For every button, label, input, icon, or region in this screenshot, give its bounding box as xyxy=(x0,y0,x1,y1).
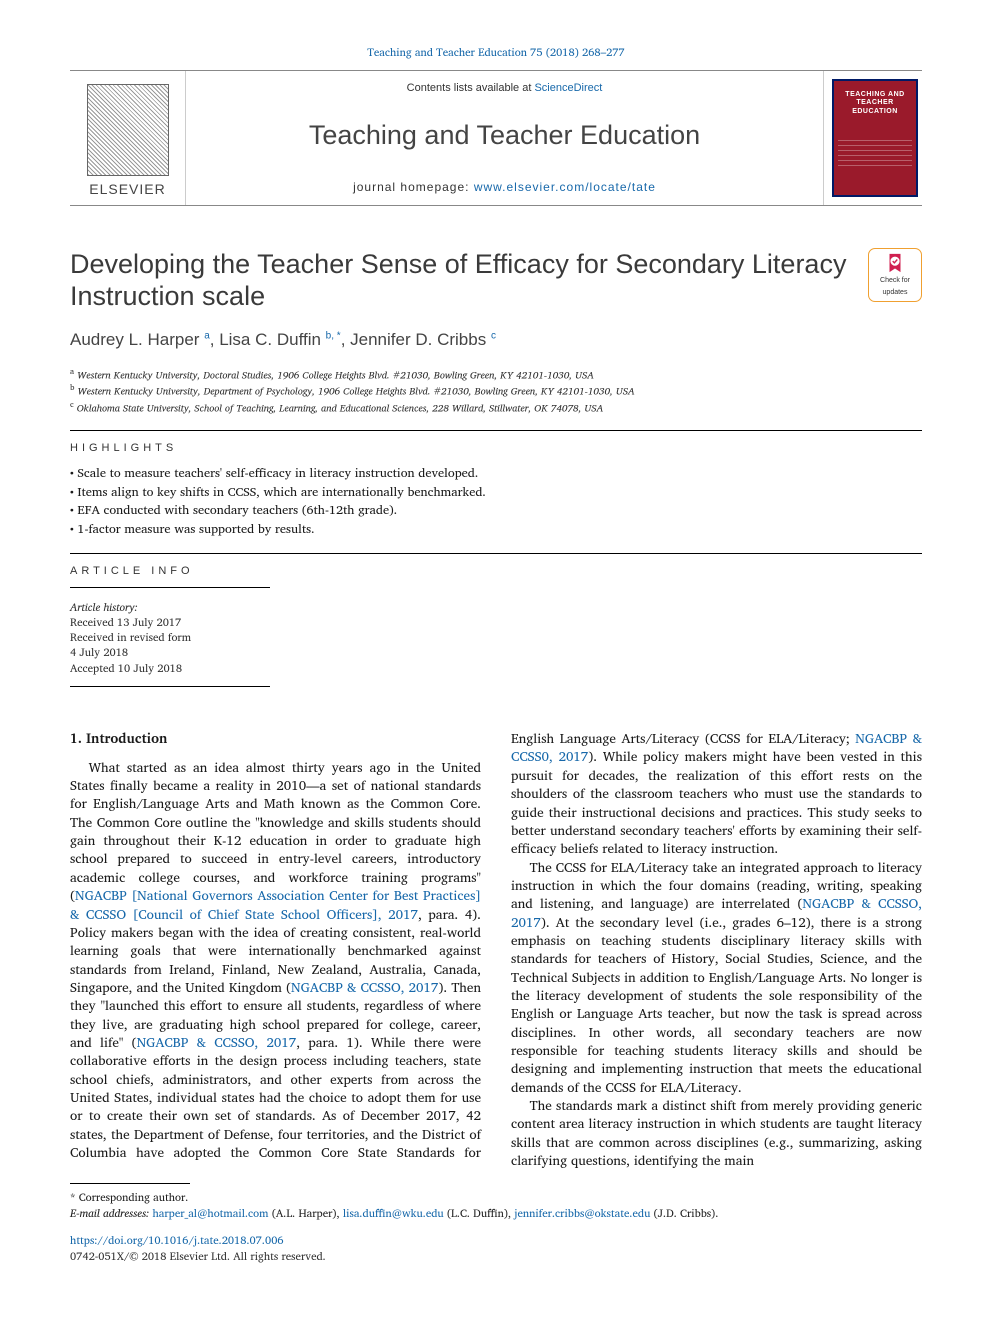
article-history: Article history: Received 13 July 2017 R… xyxy=(70,596,270,695)
divider xyxy=(70,553,922,554)
highlight-item: Scale to measure teachers' self-efficacy… xyxy=(70,464,922,483)
section-heading: 1. Introduction xyxy=(70,729,481,748)
authors-line: Audrey L. Harper a, Lisa C. Duffin b, *,… xyxy=(70,329,922,352)
homepage-line: journal homepage: www.elsevier.com/locat… xyxy=(353,179,656,195)
masthead: ELSEVIER Contents lists available at Sci… xyxy=(70,70,922,206)
affil-marker-link[interactable]: c xyxy=(491,330,496,341)
issn-copyright: 0742-051X/© 2018 Elsevier Ltd. All right… xyxy=(70,1249,922,1264)
journal-title: Teaching and Teacher Education xyxy=(309,117,700,153)
divider xyxy=(70,430,922,431)
title-row: Developing the Teacher Sense of Efficacy… xyxy=(70,248,922,313)
badge-line2: updates xyxy=(883,288,908,297)
email-link[interactable]: jennifer.cribbs@okstate.edu xyxy=(514,1204,650,1222)
affiliation: a Western Kentucky University, Doctoral … xyxy=(70,366,922,383)
affiliations: a Western Kentucky University, Doctoral … xyxy=(70,366,922,416)
highlights-heading: highlights xyxy=(70,441,922,456)
highlight-item: 1-factor measure was supported by result… xyxy=(70,520,922,539)
author: Lisa C. Duffin b, * xyxy=(219,330,340,349)
author: Jennifer D. Cribbs c xyxy=(350,330,496,349)
email-link[interactable]: harper_al@hotmail.com xyxy=(152,1204,268,1222)
footnote-divider xyxy=(70,1183,190,1184)
badge-line1: Check for xyxy=(880,276,910,285)
affiliation: c Oklahoma State University, School of T… xyxy=(70,399,922,416)
history-line: Accepted 10 July 2018 xyxy=(70,661,270,676)
contents-line: Contents lists available at ScienceDirec… xyxy=(407,81,603,96)
cover-title: TEACHING AND TEACHER EDUCATION xyxy=(838,91,912,116)
homepage-prefix: journal homepage: xyxy=(353,180,474,194)
page: Teaching and Teacher Education 75 (2018)… xyxy=(0,0,992,1304)
body-paragraph: The CCSS for ELA/Literacy take an integr… xyxy=(511,858,922,1096)
author: Audrey L. Harper a xyxy=(70,330,210,349)
homepage-link[interactable]: www.elsevier.com/locate/tate xyxy=(474,180,656,194)
masthead-center: Contents lists available at ScienceDirec… xyxy=(185,71,824,205)
highlight-item: EFA conducted with secondary teachers (6… xyxy=(70,501,922,520)
affiliation: b Western Kentucky University, Departmen… xyxy=(70,382,922,399)
reference-line: Teaching and Teacher Education 75 (2018)… xyxy=(70,45,922,60)
emails-line: E-mail addresses: harper_al@hotmail.com … xyxy=(70,1206,922,1221)
sciencedirect-link[interactable]: ScienceDirect xyxy=(534,82,602,94)
highlight-item: Items align to key shifts in CCSS, which… xyxy=(70,483,922,502)
contents-prefix: Contents lists available at xyxy=(407,82,535,94)
bookmark-check-icon xyxy=(884,252,906,274)
cover-decor xyxy=(838,140,912,170)
affil-marker-link[interactable]: a xyxy=(204,330,210,341)
affil-marker-link[interactable]: b, * xyxy=(326,330,341,341)
highlights-list: Scale to measure teachers' self-efficacy… xyxy=(70,464,922,539)
masthead-right: TEACHING AND TEACHER EDUCATION xyxy=(824,71,922,205)
article-title: Developing the Teacher Sense of Efficacy… xyxy=(70,248,852,313)
article-info-heading: article info xyxy=(70,564,922,579)
history-body: Received 13 July 2017 Received in revise… xyxy=(70,615,270,677)
divider-short xyxy=(70,587,270,588)
emails-label: E-mail addresses: xyxy=(70,1204,149,1222)
body-paragraph: The standards mark a distinct shift from… xyxy=(511,1096,922,1169)
check-updates-badge[interactable]: Check for updates xyxy=(868,248,922,302)
email-link[interactable]: lisa.duffin@wku.edu xyxy=(343,1204,444,1222)
publisher-block: ELSEVIER xyxy=(70,71,185,205)
doi-block: https://doi.org/10.1016/j.tate.2018.07.0… xyxy=(70,1233,922,1264)
reference-link[interactable]: Teaching and Teacher Education 75 (2018)… xyxy=(367,43,624,61)
footnotes: * Corresponding author. E-mail addresses… xyxy=(70,1190,922,1221)
journal-cover-thumbnail: TEACHING AND TEACHER EDUCATION xyxy=(832,79,918,197)
divider-short xyxy=(70,686,270,687)
publisher-name: ELSEVIER xyxy=(89,180,165,199)
article-info-row: Article history: Received 13 July 2017 R… xyxy=(70,596,922,695)
body-columns: 1. Introduction What started as an idea … xyxy=(70,729,922,1169)
elsevier-tree-icon xyxy=(87,84,169,176)
